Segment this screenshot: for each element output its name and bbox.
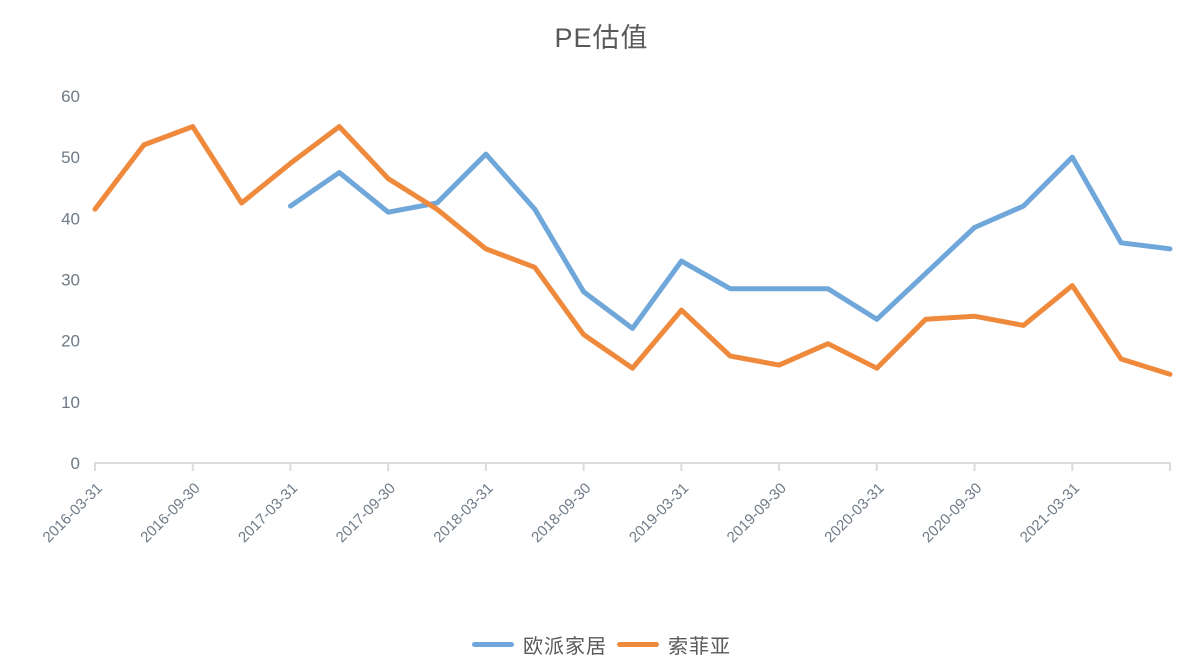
x-tick-label: 2021-03-31 bbox=[1017, 480, 1083, 546]
x-tick-label: 2020-09-30 bbox=[919, 480, 985, 546]
series-line-sofia bbox=[92, 124, 1173, 377]
x-tick-label: 2016-09-30 bbox=[137, 480, 203, 546]
y-tick-label: 40 bbox=[61, 209, 80, 228]
oupai-line-swatch-icon bbox=[472, 642, 514, 647]
x-tick-label: 2019-09-30 bbox=[724, 480, 790, 546]
legend-label-oupai: 欧派家居 bbox=[523, 636, 607, 658]
y-tick-label: 10 bbox=[61, 393, 80, 412]
y-tick-label: 60 bbox=[61, 87, 80, 106]
y-tick-label: 50 bbox=[61, 148, 80, 167]
chart-legend: 欧派家居 索菲亚 bbox=[0, 630, 1203, 659]
y-tick-label: 0 bbox=[71, 454, 80, 473]
chart-title: PE估值 bbox=[554, 23, 649, 53]
y-tick-label: 20 bbox=[61, 332, 80, 351]
sofia-line-swatch-icon bbox=[617, 642, 659, 647]
x-tick-label: 2017-09-30 bbox=[333, 480, 399, 546]
legend-item-sofia: 索菲亚 bbox=[617, 630, 731, 659]
legend-label-sofia: 索菲亚 bbox=[668, 636, 731, 658]
series-line-oupai bbox=[288, 151, 1173, 331]
x-tick-label: 2016-03-31 bbox=[40, 480, 106, 546]
x-tick-label: 2018-09-30 bbox=[528, 480, 594, 546]
x-tick-label: 2019-03-31 bbox=[626, 480, 692, 546]
x-tick-label: 2018-03-31 bbox=[430, 480, 496, 546]
x-tick-label: 2020-03-31 bbox=[821, 480, 887, 546]
y-tick-label: 30 bbox=[61, 271, 80, 290]
legend-item-oupai: 欧派家居 bbox=[472, 630, 607, 659]
x-tick-label: 2017-03-31 bbox=[235, 480, 301, 546]
